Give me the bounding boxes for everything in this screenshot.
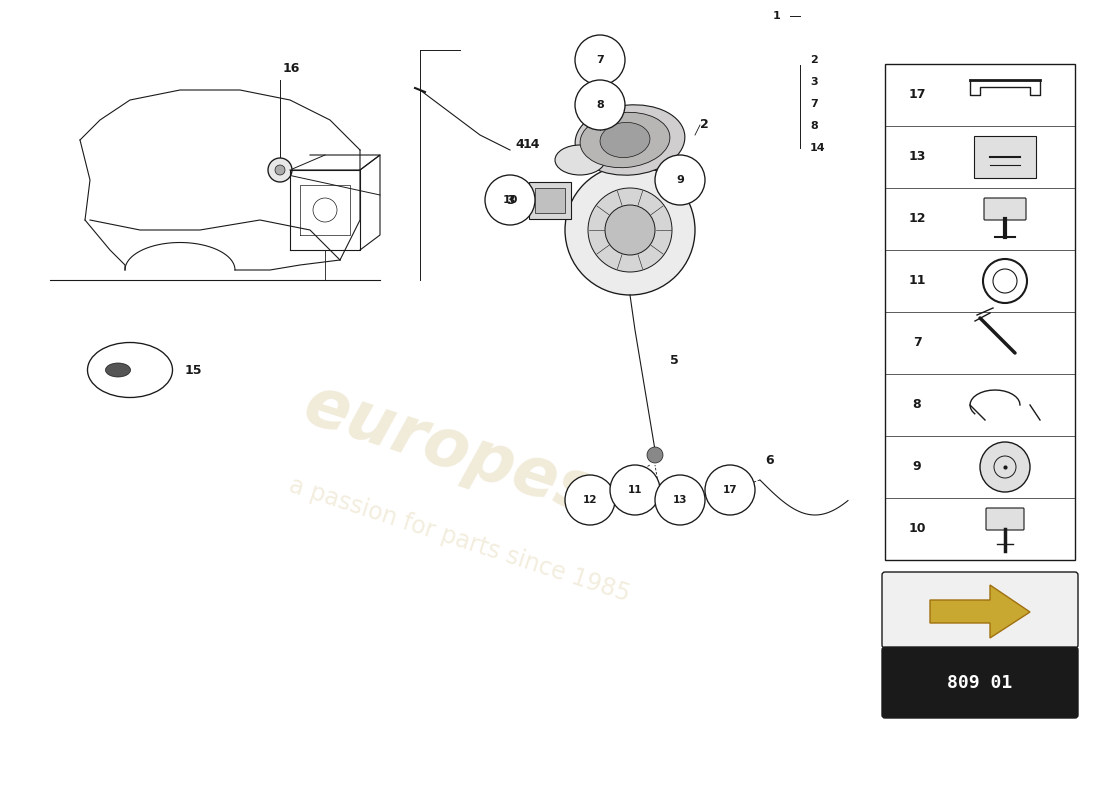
Circle shape — [485, 175, 535, 225]
Circle shape — [610, 465, 660, 515]
FancyBboxPatch shape — [886, 64, 1075, 560]
Text: 9: 9 — [913, 461, 922, 474]
FancyBboxPatch shape — [986, 508, 1024, 530]
Circle shape — [588, 188, 672, 272]
Polygon shape — [930, 585, 1030, 638]
Circle shape — [654, 475, 705, 525]
Text: 9: 9 — [676, 175, 684, 185]
Text: 16: 16 — [283, 62, 300, 75]
Circle shape — [565, 165, 695, 295]
Text: 12: 12 — [583, 495, 597, 505]
Text: 13: 13 — [909, 150, 926, 163]
Text: 6: 6 — [766, 454, 774, 466]
Text: 809 01: 809 01 — [947, 674, 1013, 692]
Text: 3: 3 — [810, 77, 817, 87]
Text: 8: 8 — [810, 121, 817, 131]
Circle shape — [705, 465, 755, 515]
Text: 3: 3 — [506, 194, 515, 206]
Ellipse shape — [575, 105, 685, 175]
Text: 5: 5 — [670, 354, 679, 366]
FancyBboxPatch shape — [882, 647, 1078, 718]
Circle shape — [575, 80, 625, 130]
FancyBboxPatch shape — [529, 182, 571, 218]
Text: 11: 11 — [909, 274, 926, 287]
Ellipse shape — [556, 145, 605, 175]
Text: 17: 17 — [909, 89, 926, 102]
Text: 4: 4 — [516, 138, 525, 151]
Circle shape — [275, 165, 285, 175]
Text: 15: 15 — [185, 363, 202, 377]
Text: a passion for parts since 1985: a passion for parts since 1985 — [286, 474, 634, 606]
Circle shape — [980, 442, 1030, 492]
Circle shape — [647, 447, 663, 463]
Circle shape — [605, 205, 654, 255]
Text: 10: 10 — [909, 522, 926, 535]
FancyBboxPatch shape — [535, 187, 565, 213]
Text: 17: 17 — [723, 485, 737, 495]
Circle shape — [565, 475, 615, 525]
Text: 8: 8 — [596, 100, 604, 110]
Text: 14: 14 — [522, 138, 540, 151]
Text: 8: 8 — [913, 398, 922, 411]
Ellipse shape — [600, 122, 650, 158]
Text: europes: europes — [295, 372, 605, 528]
Circle shape — [654, 155, 705, 205]
Text: 1: 1 — [772, 11, 780, 21]
Text: 10: 10 — [503, 195, 518, 205]
Ellipse shape — [580, 112, 670, 168]
FancyBboxPatch shape — [882, 572, 1078, 648]
FancyBboxPatch shape — [974, 136, 1036, 178]
Circle shape — [575, 35, 625, 85]
Text: 7: 7 — [913, 337, 922, 350]
Text: 2: 2 — [700, 118, 708, 131]
Text: 12: 12 — [909, 213, 926, 226]
Text: 13: 13 — [673, 495, 688, 505]
Text: 7: 7 — [596, 55, 604, 65]
Text: 11: 11 — [628, 485, 642, 495]
Ellipse shape — [106, 363, 131, 377]
Text: 7: 7 — [810, 99, 817, 109]
Text: 2: 2 — [810, 55, 817, 65]
FancyBboxPatch shape — [984, 198, 1026, 220]
Text: 14: 14 — [810, 143, 826, 153]
Circle shape — [268, 158, 292, 182]
